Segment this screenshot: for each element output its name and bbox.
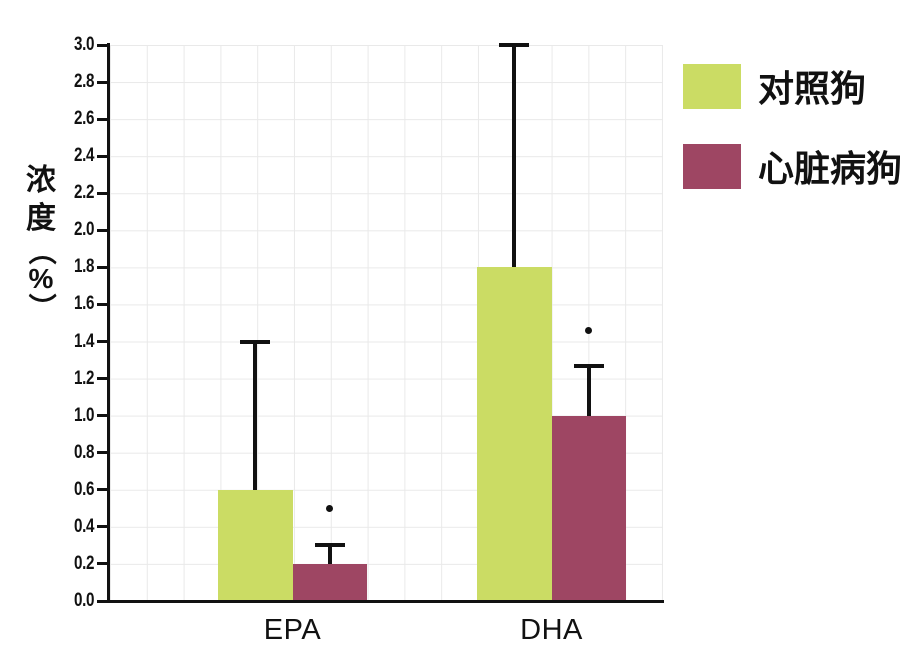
y-tick-label: 0.8 [74,441,94,463]
y-tick-label: 0.0 [74,590,94,611]
legend: 对照狗 心脏病狗 [683,60,900,220]
y-tick-label: 1.6 [74,293,94,315]
y-tick-mark [97,154,107,158]
y-tick-label: 0.4 [74,515,94,537]
y-tick-label: 1.4 [74,330,94,352]
y-axis-title-char: 浓 [26,164,56,197]
y-tick-mark [97,525,107,529]
y-axis-line [107,43,110,603]
error-bar-cap [499,43,530,47]
x-category-label: DHA [520,614,583,646]
y-tick-label: 2.2 [74,182,94,204]
y-tick-label: 2.6 [74,108,94,130]
y-tick-mark [97,377,107,381]
y-tick-label: 1.8 [74,256,94,278]
error-bar-stem [586,365,591,416]
error-bar-stem [253,341,258,490]
y-tick-mark [97,117,107,121]
legend-swatch-对照狗 [683,63,741,109]
y-axis-title: 浓度（%） [18,162,64,322]
y-tick-mark [97,488,107,492]
y-tick-label: 2.0 [74,219,94,241]
y-tick-mark [97,228,107,232]
error-bar-cap [314,543,345,548]
y-tick-mark [97,599,107,603]
error-bar-cap [240,339,271,344]
bar-EPA-心脏病狗 [292,563,367,601]
y-tick-mark [97,80,107,84]
legend-label: 心脏病狗 [758,148,900,189]
y-tick-mark [97,265,107,269]
y-tick-label: 2.4 [74,145,94,167]
y-axis-title-char: 度 [26,202,56,235]
y-tick-mark [97,414,107,418]
y-axis-title-char: % [28,263,54,294]
y-axis-title-char: ） [25,292,57,322]
legend-swatch-心脏病狗 [683,143,741,189]
y-tick-mark [97,43,107,47]
y-tick-mark [97,191,107,195]
bar-DHA-心脏病狗 [551,415,626,601]
bar-EPA-对照狗 [218,489,293,601]
y-tick-label: 2.8 [74,71,94,93]
y-tick-label: 3.0 [74,34,94,55]
y-tick-label: 0.6 [74,478,94,500]
error-bar-stem [512,45,517,268]
plot-area [110,43,663,601]
y-axis-title-char: （ [25,236,57,266]
y-tick-mark [97,562,107,566]
y-tick-label: 1.2 [74,367,94,389]
y-tick-label: 1.0 [74,404,94,426]
y-tick-mark [97,340,107,344]
legend-row: 对照狗 [683,60,900,112]
y-tick-label: 0.2 [74,552,94,574]
y-tick-mark [97,302,107,306]
legend-label: 对照狗 [758,68,867,109]
error-bar-stem [327,545,332,564]
legend-row: 心脏病狗 [683,140,900,192]
significance-dot [326,504,334,512]
significance-dot [585,326,593,334]
y-tick-mark [97,451,107,455]
error-bar-cap [573,363,604,368]
x-axis-line [107,600,664,603]
bar-DHA-对照狗 [477,267,552,601]
x-category-label: EPA [263,614,322,646]
